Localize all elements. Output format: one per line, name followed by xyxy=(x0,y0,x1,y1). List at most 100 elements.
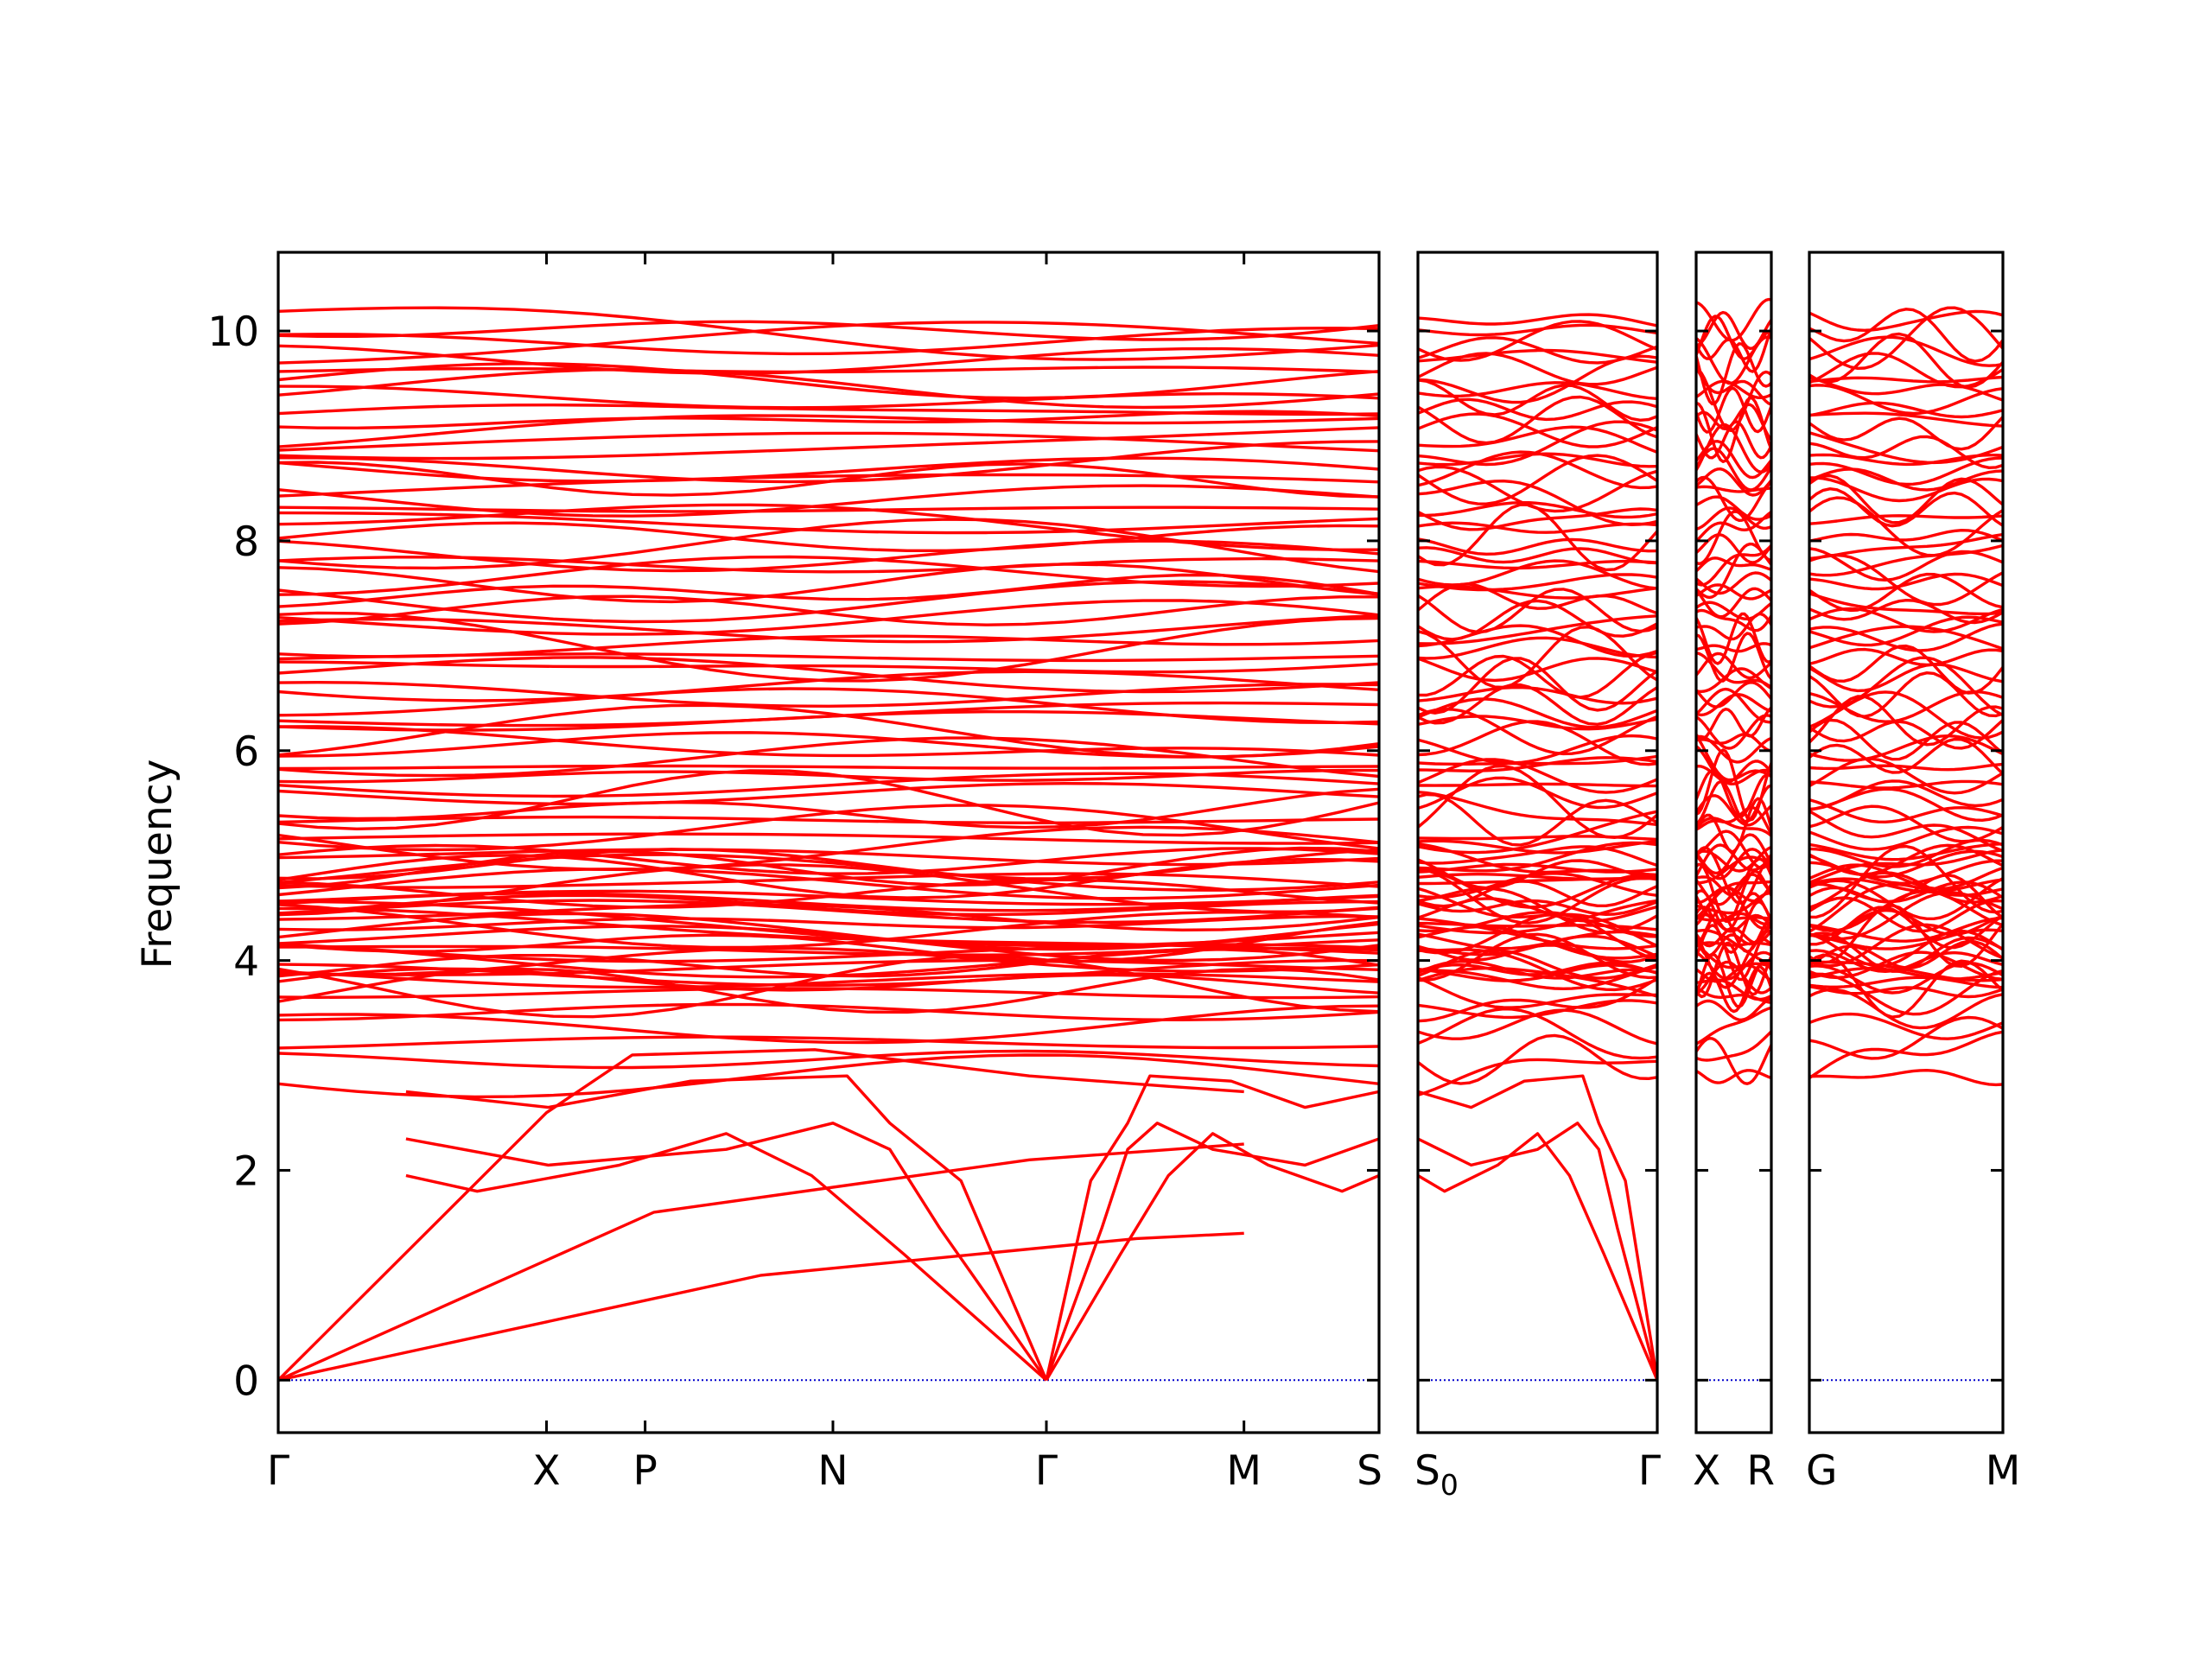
phonon-band xyxy=(1809,308,2003,363)
x-tick-label: R xyxy=(1746,1447,1775,1495)
phonon-band xyxy=(1696,1037,1771,1085)
phonon-band xyxy=(1696,396,1771,463)
phonon-band xyxy=(1418,501,1657,519)
phonon-band xyxy=(1696,916,1771,922)
phonon-band xyxy=(278,511,1379,535)
phonon-band xyxy=(1696,667,1771,693)
phonon-band xyxy=(278,863,1379,917)
phonon-band xyxy=(1696,485,1771,493)
phonon-band xyxy=(1418,867,1657,925)
phonon-band xyxy=(1418,842,1657,878)
acoustic-branch xyxy=(278,1231,1244,1382)
phonon-band xyxy=(278,736,1379,779)
phonon-band xyxy=(1809,456,2003,486)
y-tick-label: 8 xyxy=(233,518,259,566)
phonon-band xyxy=(1418,873,1657,881)
acoustic-branch xyxy=(278,1048,1244,1382)
x-tick-label: Γ xyxy=(1035,1447,1058,1495)
phonon-band xyxy=(278,832,1379,845)
phonon-band xyxy=(1418,395,1657,445)
phonon-band xyxy=(1418,336,1657,365)
phonon-band xyxy=(1696,848,1771,880)
phonon-band xyxy=(278,938,1379,957)
phonon-band xyxy=(1696,467,1771,497)
phonon-band xyxy=(1418,758,1657,794)
phonon-band xyxy=(1696,926,1771,948)
phonon-band xyxy=(278,440,1379,484)
phonon-band xyxy=(1418,348,1657,364)
phonon-band xyxy=(1696,447,1771,492)
x-tick-label: Γ xyxy=(1638,1447,1661,1495)
x-tick-label: Γ xyxy=(267,1447,289,1495)
phonon-band xyxy=(1418,651,1657,699)
phonon-band xyxy=(1809,514,2003,525)
phonon-band xyxy=(1418,872,1657,899)
phonon-band xyxy=(278,321,1379,365)
phonon-band xyxy=(1696,612,1771,665)
phonon-band xyxy=(1418,791,1657,827)
phonon-band xyxy=(278,580,1379,624)
phonon-band xyxy=(278,868,1379,900)
phonon-band xyxy=(1418,599,1657,641)
phonon-band xyxy=(278,969,1379,989)
phonon-band xyxy=(278,1002,1379,1022)
phonon-band xyxy=(1696,608,1771,632)
phonon-band xyxy=(1696,734,1771,782)
phonon-band xyxy=(1418,932,1657,982)
phonon-band xyxy=(278,1049,1379,1070)
phonon-band xyxy=(1696,511,1771,543)
phonon-band xyxy=(1809,306,2003,370)
phonon-band xyxy=(278,611,1379,683)
phonon-band xyxy=(1418,614,1657,645)
phonon-band xyxy=(278,344,1379,375)
phonon-band xyxy=(1418,480,1657,526)
phonon-band xyxy=(1418,636,1657,660)
panel-frame xyxy=(1694,251,1773,1434)
phonon-band xyxy=(1696,880,1771,919)
phonon-band xyxy=(1418,976,1657,1009)
phonon-band xyxy=(1418,507,1657,531)
phonon-band xyxy=(1418,420,1657,467)
phonon-band xyxy=(1809,487,2003,528)
phonon-band xyxy=(278,306,1379,361)
panel-2: S0 Γ xyxy=(1414,251,1661,1502)
phonon-band xyxy=(1696,601,1771,620)
phonon-band xyxy=(278,473,1379,498)
phonon-band xyxy=(1418,839,1657,855)
panel-1: Γ X P N Γ M S 0 2 4 6 8 10 xyxy=(207,251,1382,1495)
phonon-band xyxy=(278,573,1379,608)
phonon-band xyxy=(1696,1006,1771,1046)
phonon-band xyxy=(1418,323,1657,337)
phonon-band xyxy=(278,848,1379,880)
phonon-band xyxy=(1696,769,1771,818)
phonon-band xyxy=(1696,706,1771,741)
phonon-band xyxy=(278,555,1379,596)
phonon-band xyxy=(278,958,1379,976)
acoustic-branch xyxy=(1045,1132,1379,1382)
phonon-band xyxy=(1809,467,2003,492)
y-tick-label: 4 xyxy=(233,938,259,986)
phonon-band xyxy=(1418,559,1657,570)
phonon-band xyxy=(1809,966,2003,981)
phonon-band xyxy=(1809,332,2003,389)
phonon-band xyxy=(278,893,1379,917)
phonon-band xyxy=(1696,928,1771,966)
phonon-band xyxy=(1809,376,2003,402)
phonon-band xyxy=(1418,911,1657,938)
phonon-band xyxy=(1418,887,1657,934)
y-tick-label: 0 xyxy=(233,1357,259,1405)
phonon-band xyxy=(278,599,1379,636)
phonon-band xyxy=(278,787,1379,830)
phonon-band xyxy=(1418,708,1657,756)
phonon-band xyxy=(1696,883,1771,904)
bands-group xyxy=(1809,306,2003,1382)
phonon-band xyxy=(278,815,1379,824)
phonon-band xyxy=(1809,825,2003,851)
phonon-band xyxy=(278,613,1379,644)
phonon-band xyxy=(1809,988,2003,1030)
phonon-band xyxy=(1418,546,1657,565)
phonon-band xyxy=(1696,733,1771,753)
phonon-band xyxy=(278,456,1379,483)
